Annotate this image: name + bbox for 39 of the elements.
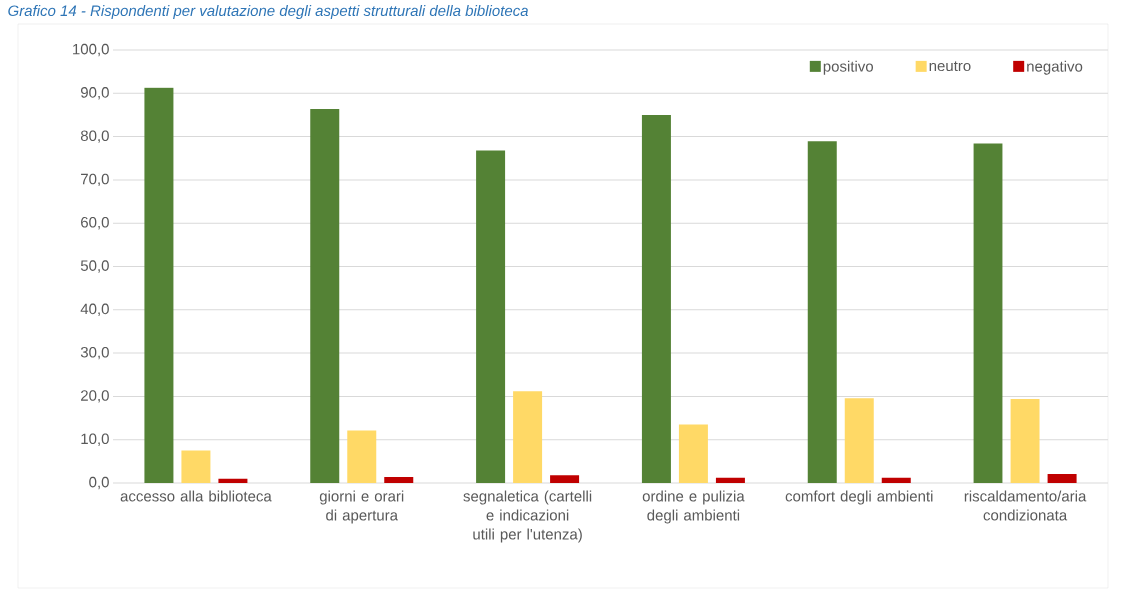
bar (384, 476, 414, 483)
y-tick-label: 30,0 (80, 346, 109, 360)
x-tick-label: ordine e pulizia degli ambienti (642, 490, 745, 524)
bar (807, 141, 837, 483)
bar (881, 477, 911, 483)
y-tick-label: 100,0 (73, 43, 109, 57)
bar (715, 477, 745, 483)
x-tick-label: riscaldamento/aria condizionata (964, 490, 1087, 521)
bar (476, 150, 506, 483)
legend-label: neutro (929, 61, 971, 72)
bar (641, 114, 671, 483)
x-tick-label: comfort degli ambienti (785, 490, 933, 505)
bar (550, 475, 580, 483)
x-tick-label: giorni e orari di apertura (319, 490, 404, 524)
bar (844, 398, 874, 483)
y-tick-label: 60,0 (81, 217, 109, 230)
y-tick-label: 10,0 (81, 433, 109, 446)
y-tick-label: 0,0 (89, 476, 109, 490)
legend-label: positivo (823, 60, 874, 75)
legend-label: negativo (1027, 60, 1083, 75)
bar (1010, 399, 1040, 483)
bar (310, 108, 340, 483)
bar (678, 424, 708, 483)
bar (181, 450, 211, 483)
chart-title: Grafico 14 - Rispondenti per valutazione degli aspetti strutturali della biblioteca (8, 5, 529, 19)
bar (347, 430, 377, 483)
x-tick-label: accesso alla biblioteca (120, 490, 272, 502)
y-tick-label: 20,0 (81, 390, 109, 403)
y-tick-label: 70,0 (81, 173, 109, 187)
bar (513, 391, 543, 483)
y-tick-label: 80,0 (80, 130, 109, 143)
bar (218, 478, 248, 483)
y-tick-label: 50,0 (80, 260, 109, 273)
bar (1047, 473, 1077, 483)
bar (144, 87, 174, 483)
y-tick-label: 40,0 (80, 303, 109, 316)
x-tick-label: segnaletica (cartelli e indicazioni utili per l'utenza) (463, 490, 592, 543)
bar (973, 143, 1003, 483)
y-tick-label: 90,0 (80, 87, 109, 100)
